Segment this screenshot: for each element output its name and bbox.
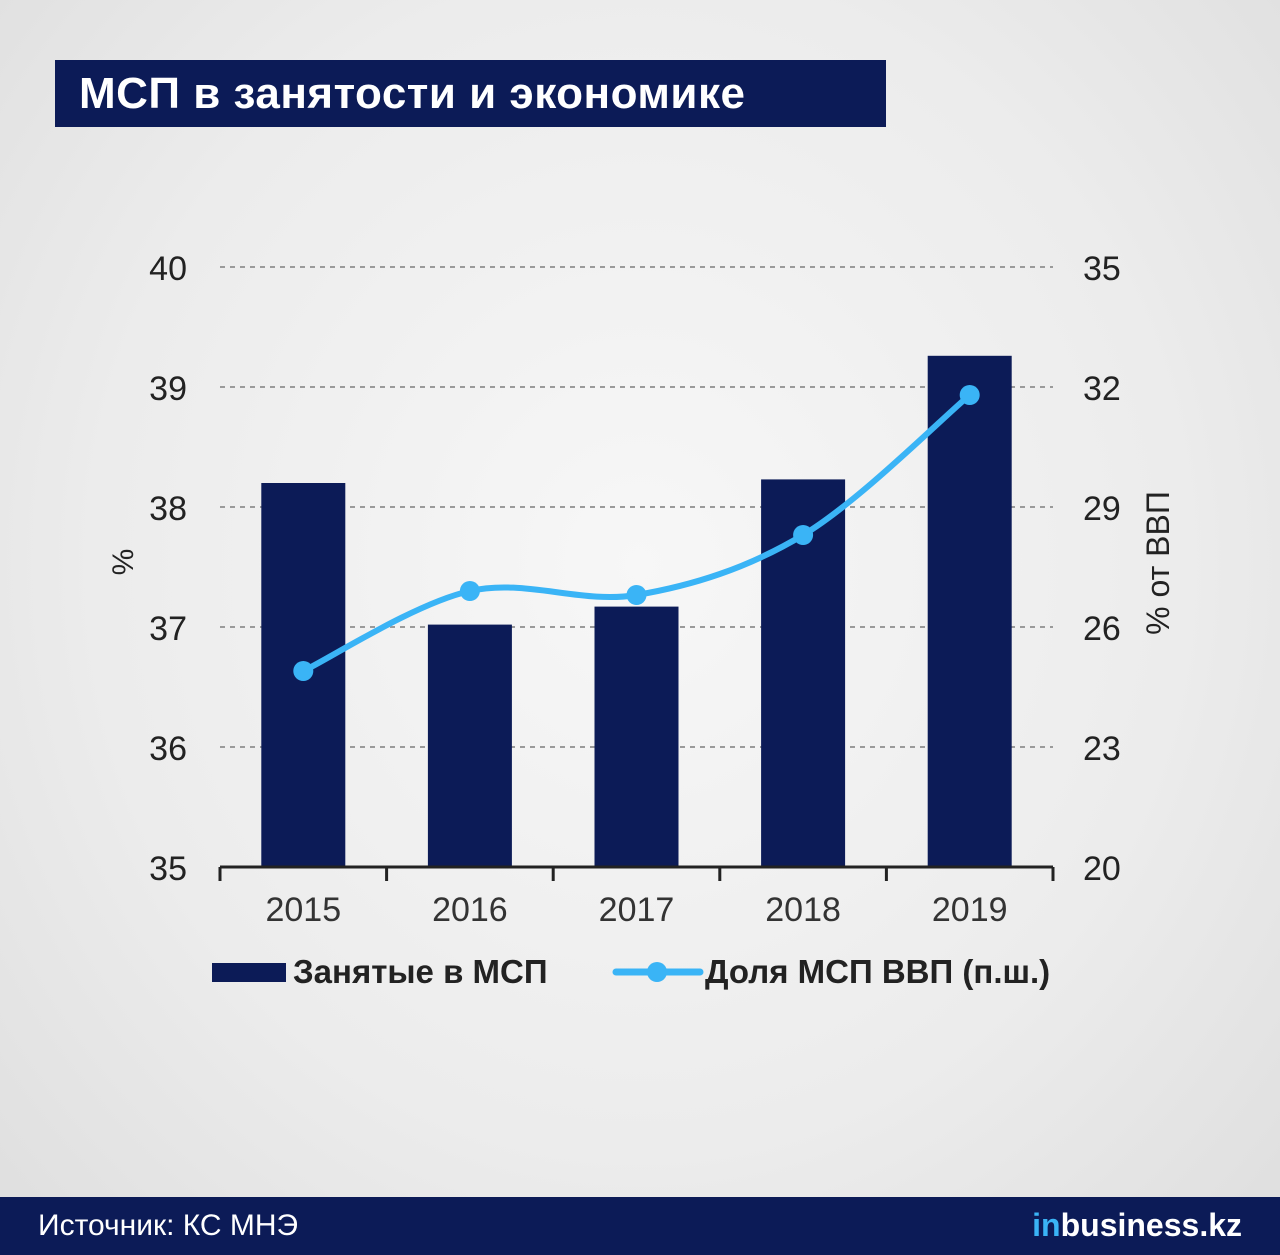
bar xyxy=(427,624,512,867)
line-point xyxy=(459,581,480,601)
right-tick-label: 23 xyxy=(1083,730,1121,768)
x-tick-label: 2018 xyxy=(765,891,841,929)
right-tick-label: 26 xyxy=(1083,610,1121,648)
chart-title: МСП в занятости и экономике xyxy=(79,68,746,118)
combo-chart: 35 36 37 38 39 40 20 23 26 29 32 35 2015 2016 2017 2018… xyxy=(107,250,1176,990)
brand-logo-accent: in xyxy=(1032,1207,1061,1243)
title-banner: МСП в занятости и экономике xyxy=(55,60,886,127)
legend-bar-swatch xyxy=(212,963,286,982)
right-tick-label: 29 xyxy=(1083,490,1121,528)
left-tick-label: 39 xyxy=(149,370,187,408)
x-tick-label: 2015 xyxy=(265,891,341,929)
left-tick-label: 35 xyxy=(149,850,187,888)
line-point xyxy=(626,585,647,605)
legend-line-marker xyxy=(647,962,667,982)
line-point xyxy=(959,385,980,405)
legend-bar-label: Занятые в МСП xyxy=(293,953,548,990)
right-tick-label: 20 xyxy=(1083,850,1121,888)
left-tick-label: 36 xyxy=(149,730,187,768)
left-tick-label: 38 xyxy=(149,490,187,528)
left-tick-label: 37 xyxy=(149,610,187,648)
footer-bar: Источник: КС МНЭ inbusiness.kz xyxy=(0,1197,1280,1255)
right-tick-label: 32 xyxy=(1083,370,1121,408)
line-point xyxy=(793,525,814,545)
legend-line-label: Доля МСП ВВП (п.ш.) xyxy=(705,953,1050,990)
y-left-axis-label: % xyxy=(107,549,140,576)
source-note: Источник: КС МНЭ xyxy=(38,1209,299,1242)
brand-logo-rest: business.kz xyxy=(1060,1207,1242,1243)
bar xyxy=(594,606,679,867)
left-tick-label: 40 xyxy=(149,250,187,288)
right-tick-label: 35 xyxy=(1083,250,1121,288)
x-tick-label: 2016 xyxy=(432,891,508,929)
x-tick-label: 2019 xyxy=(932,891,1008,929)
bar xyxy=(927,355,1012,867)
line-point xyxy=(293,661,314,681)
x-tick-label: 2017 xyxy=(599,891,675,929)
y-right-axis-label: % от ВВП xyxy=(1140,491,1176,635)
brand-logo: inbusiness.kz xyxy=(1032,1207,1242,1244)
